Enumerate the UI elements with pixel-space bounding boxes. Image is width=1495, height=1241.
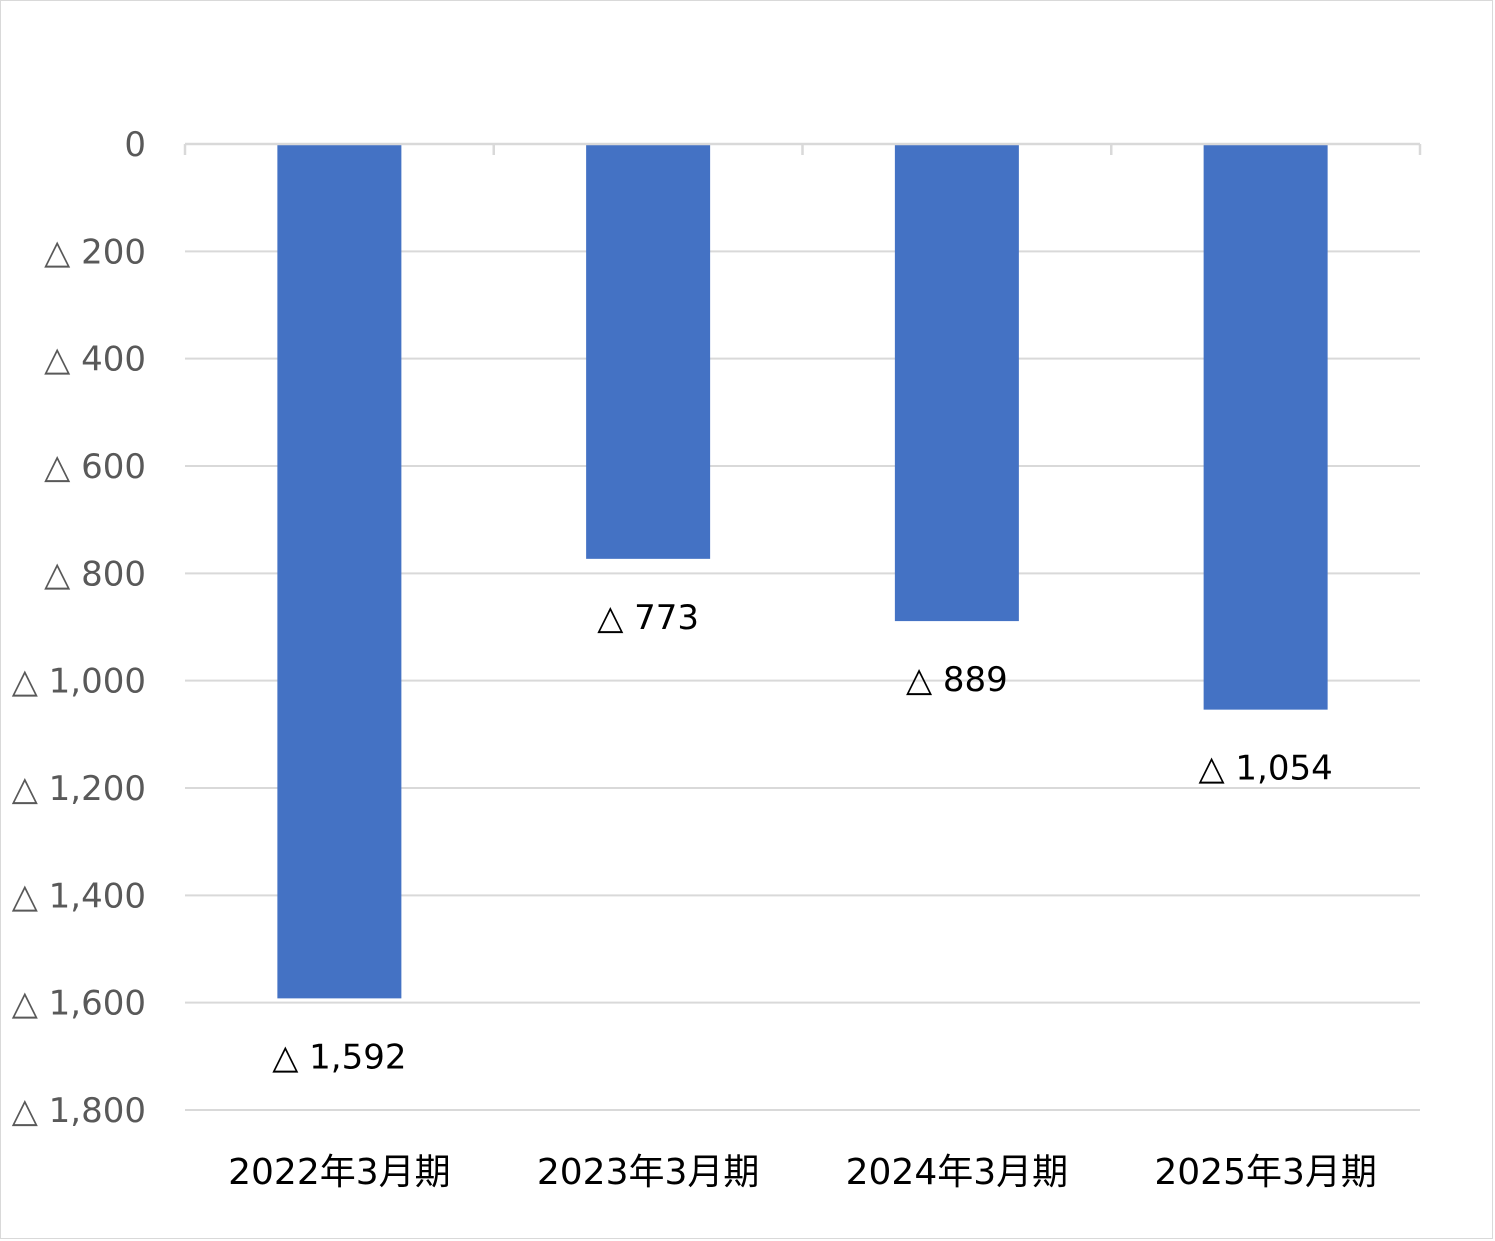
x-tick-label: 2023年3月期 <box>537 1152 760 1193</box>
bars <box>277 144 1328 999</box>
y-tick-label: △ 200 <box>44 232 146 272</box>
bar <box>277 144 402 999</box>
y-tick-label: △ 1,000 <box>12 662 146 702</box>
y-tick-label: △ 800 <box>44 554 146 594</box>
x-axis <box>183 142 1422 155</box>
y-axis-tick-labels: 0 △ 200 △ 400 △ 600 △ 800 △ 1,000 △ 1,200 △ 1,4… <box>12 125 146 1131</box>
bar <box>586 144 711 559</box>
data-label: △ 1,054 <box>1198 749 1332 789</box>
y-tick-label: △ 1,400 <box>12 876 146 916</box>
x-axis-tick-labels: 2022年3月期 2023年3月期 2024年3月期 2025年3月期 <box>228 1152 1377 1193</box>
y-tick-label: △ 1,800 <box>12 1091 146 1131</box>
x-tick-label: 2024年3月期 <box>846 1152 1069 1193</box>
y-tick-label: △ 1,200 <box>12 769 146 809</box>
y-tick-label: 0 <box>124 125 146 165</box>
y-tick-label: △ 600 <box>44 447 146 487</box>
bar <box>1203 144 1328 710</box>
data-label: △ 889 <box>906 660 1008 700</box>
bar <box>894 144 1019 622</box>
data-label: △ 1,592 <box>272 1037 406 1077</box>
y-tick-label: △ 400 <box>44 340 146 380</box>
y-tick-label: △ 1,600 <box>12 984 146 1024</box>
x-tick-label: 2022年3月期 <box>228 1152 451 1193</box>
x-tick-label: 2025年3月期 <box>1154 1152 1377 1193</box>
data-labels: △ 1,592 △ 773 △ 889 △ 1,054 <box>272 598 1333 1078</box>
data-label: △ 773 <box>597 598 699 638</box>
